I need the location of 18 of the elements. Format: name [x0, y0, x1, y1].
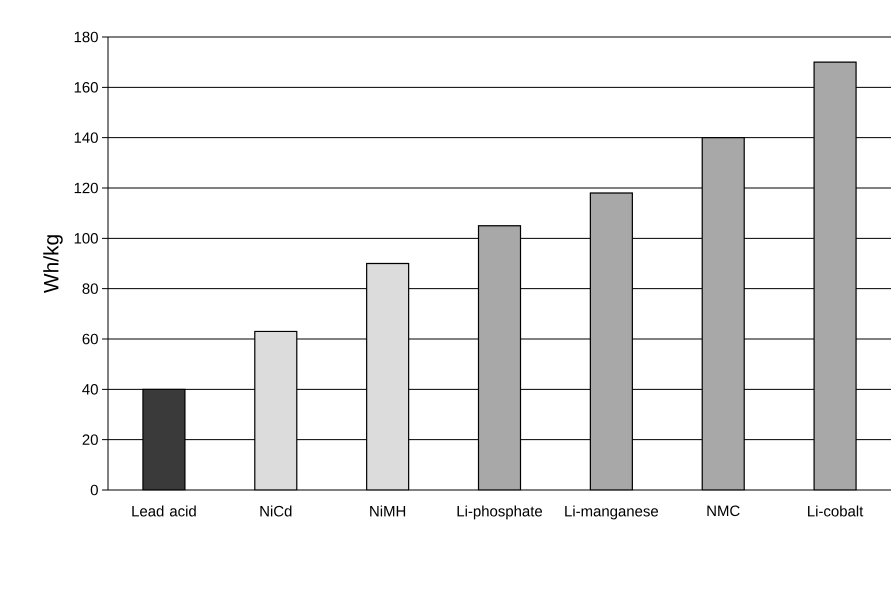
y-tick-label: 80: [82, 283, 98, 294]
y-tick-label: 0: [90, 484, 98, 496]
y-tick-label: 180: [74, 32, 98, 42]
x-tick-label: NiCd: [260, 506, 292, 516]
x-tick-label: NMC: [707, 506, 740, 516]
y-tick-label: 60: [82, 334, 98, 344]
x-tick-label: Lead acid: [132, 506, 196, 516]
x-tick-label: Li-manganese: [565, 506, 658, 520]
x-tick-label: NiMH: [370, 506, 406, 516]
y-tick-label: 140: [74, 132, 98, 143]
y-axis-title: Wh/kg: [43, 235, 63, 294]
y-tick-label: 120: [74, 182, 98, 194]
y-tick-label: 40: [82, 384, 98, 395]
y-tick-label: 20: [82, 434, 98, 445]
x-tick-label: Li-phosphate: [458, 506, 542, 520]
x-tick-label: Li-cobalt: [808, 506, 864, 516]
y-tick-label: 100: [74, 233, 98, 244]
y-tick-label: 160: [74, 82, 98, 93]
